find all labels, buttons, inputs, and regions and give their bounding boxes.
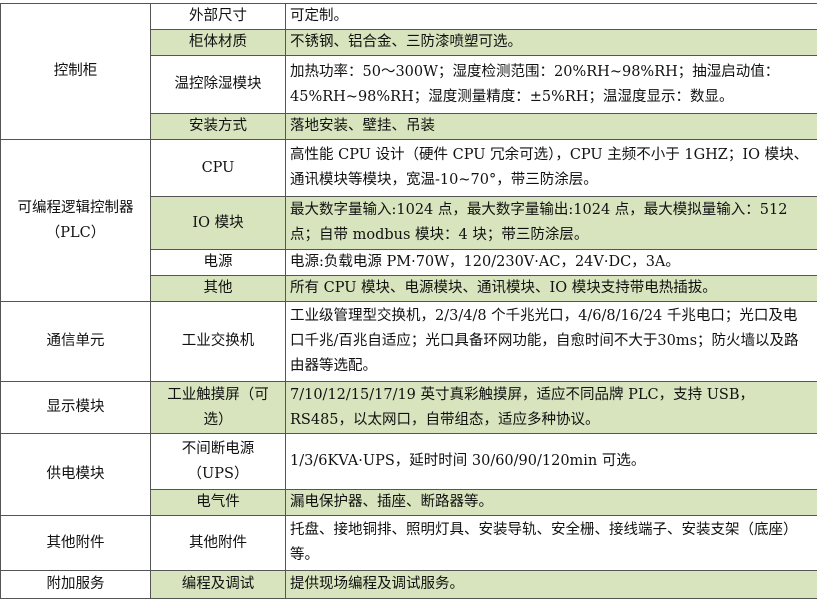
group-cell: 供电模块 bbox=[0, 433, 151, 516]
spec-table: 控制柜 外部尺寸 可定制。 柜体材质 不锈钢、铝合金、三防漆喷塑可选。 温控除湿模块 加热功… bbox=[0, 3, 817, 599]
item-desc-cell: 落地安装、壁挂、吊装 bbox=[285, 113, 817, 140]
item-name-cell: 柜体材质 bbox=[150, 29, 286, 56]
table-row: 可编程逻辑控制器（PLC） CPU 高性能 CPU 设计（硬件 CPU 冗余可选），… bbox=[0, 139, 817, 302]
item-name-cell: 安装方式 bbox=[150, 113, 286, 140]
item-desc-cell: 所有 CPU 模块、电源模块、通讯模块、IO 模块支持带电热插拔。 bbox=[285, 275, 817, 302]
item-desc-cell: 漏电保护器、插座、断路器等。 bbox=[285, 489, 817, 516]
table-row: 显示模块 工业触摸屏（可选） 7/10/12/15/17/19 英寸真彩触摸屏，适应… bbox=[0, 381, 817, 434]
item-desc-cell: 1/3/6KVA·UPS，延时时间 30/60/90/120min 可选。 bbox=[285, 433, 817, 490]
item-desc-cell: 不锈钢、铝合金、三防漆喷塑可选。 bbox=[285, 29, 817, 56]
table-row: 温控除湿模块 加热功率：50～300W；湿度检测范围：20%RH~98%RH；抽湿… bbox=[1, 55, 817, 114]
item-name-cell: 电气件 bbox=[150, 489, 286, 516]
item-desc-cell: 最大数字量输入:1024 点，最大数字量输出:1024 点，最大模拟量输入：51… bbox=[285, 196, 817, 250]
item-desc-cell: 工业级管理型交换机，2/3/4/8 个千兆光口，4/6/8/16/24 千兆电口… bbox=[285, 301, 817, 382]
group-cell: 控制柜 bbox=[0, 3, 151, 140]
item-desc-cell: 提供现场编程及调试服务。 bbox=[285, 570, 817, 599]
table-row: IO 模块 最大数字量输入:1024 点，最大数字量输出:1024 点，最大模拟量… bbox=[1, 196, 817, 250]
group-cell: 显示模块 bbox=[0, 381, 151, 434]
item-name-cell: 不间断电源（UPS） bbox=[150, 433, 286, 490]
item-desc-cell: 托盘、接地铜排、照明灯具、安装导轨、安全栅、接线端子、安装支架（底座）等。 bbox=[285, 515, 817, 571]
item-desc-cell: 加热功率：50～300W；湿度检测范围：20%RH~98%RH；抽湿启动值：45… bbox=[285, 55, 817, 114]
group-cell: 通信单元 bbox=[0, 301, 151, 382]
table-row: 控制柜 外部尺寸 可定制。 bbox=[0, 3, 817, 140]
group-cell: 可编程逻辑控制器（PLC） bbox=[0, 139, 151, 302]
item-name-cell: 编程及调试 bbox=[150, 570, 286, 599]
item-name-cell: 电源 bbox=[150, 249, 286, 276]
group-cell: 其他附件 bbox=[0, 515, 151, 571]
item-name-cell: 外部尺寸 bbox=[150, 3, 286, 30]
item-name-cell: 温控除湿模块 bbox=[150, 55, 286, 114]
item-name-cell: IO 模块 bbox=[150, 196, 286, 250]
table-row: 通信单元 工业交换机 工业级管理型交换机，2/3/4/8 个千兆光口，4/6/8/1… bbox=[0, 301, 817, 382]
item-name-cell: CPU bbox=[150, 139, 286, 197]
item-desc-cell: 电源:负载电源 PM·70W，120/230V·AC，24V·DC，3A。 bbox=[285, 249, 817, 276]
item-desc-cell: 7/10/12/15/17/19 英寸真彩触摸屏，适应不同品牌 PLC，支持 U… bbox=[285, 381, 817, 434]
table-row: 其他 所有 CPU 模块、电源模块、通讯模块、IO 模块支持带电热插拔。 bbox=[1, 275, 817, 302]
table-row: 附加服务 编程及调试 提供现场编程及调试服务。 bbox=[0, 570, 817, 599]
group-cell: 附加服务 bbox=[0, 570, 151, 599]
table-row: 柜体材质 不锈钢、铝合金、三防漆喷塑可选。 bbox=[1, 29, 817, 56]
table-row: 其他附件 其他附件 托盘、接地铜排、照明灯具、安装导轨、安全栅、接线端子、安装支架（… bbox=[0, 515, 817, 571]
table-row: 供电模块 不间断电源（UPS） 1/3/6KVA·UPS，延时时间 30/60/90… bbox=[0, 433, 817, 516]
table-row: 安装方式 落地安装、壁挂、吊装 bbox=[1, 113, 817, 140]
item-name-cell: 工业交换机 bbox=[150, 301, 286, 382]
item-name-cell: 其他附件 bbox=[150, 515, 286, 571]
item-name-cell: 其他 bbox=[150, 275, 286, 302]
item-desc-cell: 高性能 CPU 设计（硬件 CPU 冗余可选），CPU 主频不小于 1GHZ；I… bbox=[285, 139, 817, 197]
item-desc-cell: 可定制。 bbox=[285, 3, 817, 30]
item-name-cell: 工业触摸屏（可选） bbox=[150, 381, 286, 434]
